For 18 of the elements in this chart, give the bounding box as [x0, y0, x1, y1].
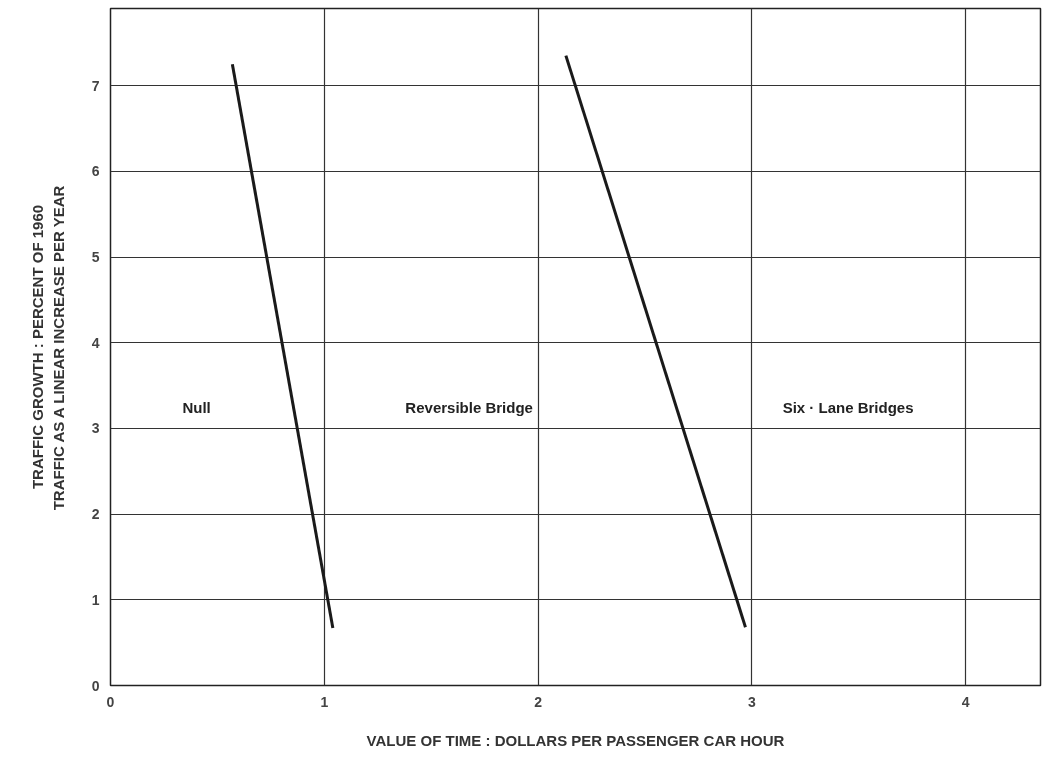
y-tick-label: 5 — [91, 249, 100, 266]
y-tick-label: 6 — [91, 163, 100, 180]
x-tick-label: 0 — [106, 693, 115, 710]
annotation: Null — [182, 399, 211, 417]
x-axis-title: VALUE OF TIME : DOLLARS PER PASSENGER CAR HOUR — [366, 731, 785, 749]
annotation: Six · Lane Bridges — [782, 399, 914, 417]
x-tick-label: 1 — [320, 693, 329, 710]
y-tick-label: 7 — [91, 77, 100, 94]
annotation: Reversible Bridge — [405, 399, 533, 417]
y-tick-label: 4 — [91, 334, 100, 351]
y-tick-label: 2 — [91, 506, 100, 523]
x-tick-label: 4 — [961, 693, 970, 710]
y-axis-title: TRAFFIC GROWTH : PERCENT OF 1960 TRAFFIC AS A LINEAR INCREASE PER YEAR — [29, 185, 67, 511]
y-tick-label: 1 — [91, 591, 100, 608]
x-tick-label: 3 — [747, 693, 756, 710]
y-tick-label: 0 — [91, 677, 100, 694]
x-tick-label: 2 — [534, 693, 543, 710]
y-tick-label: 3 — [91, 420, 100, 437]
